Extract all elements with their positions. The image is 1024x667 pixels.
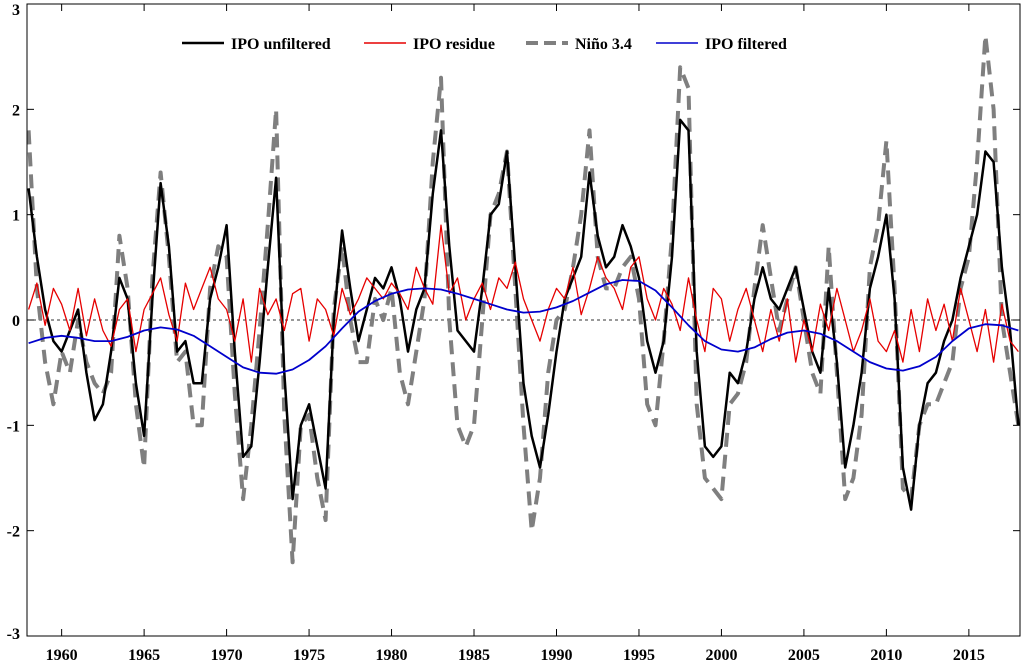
plot-background xyxy=(27,4,1020,636)
series-line-ipo-unfiltered xyxy=(27,118,1020,511)
legend-label: Niño 3.4 xyxy=(575,36,632,53)
x-axis: 1960 1965 1970 1975 1980 1985 1990 1995 2000 2005… xyxy=(46,4,985,664)
y-tick-label: -2 xyxy=(7,524,20,541)
x-tick-label: 1985 xyxy=(458,647,490,664)
x-tick-label: 1995 xyxy=(623,647,655,664)
legend-label: IPO unfiltered xyxy=(231,36,331,53)
legend-label: IPO residue xyxy=(413,36,495,53)
x-tick-label: 1960 xyxy=(46,647,78,664)
y-tick-label: -3 xyxy=(7,626,20,643)
x-tick-label: 1980 xyxy=(376,647,408,664)
x-tick-label: 2015 xyxy=(953,647,985,664)
y-axis: -3 -2 -1 0 1 2 3 xyxy=(7,2,1020,643)
x-tick-label: 2010 xyxy=(870,647,902,664)
series-lines xyxy=(27,33,1020,565)
legend: IPO unfiltered IPO residue Niño 3.4 IPO fil… xyxy=(182,36,787,53)
x-tick-label: 1970 xyxy=(211,647,243,664)
x-tick-label: 1990 xyxy=(540,647,572,664)
y-tick-label: 3 xyxy=(12,2,20,19)
y-tick-label: 2 xyxy=(12,102,20,119)
series-line-ni-o-3-4 xyxy=(27,33,1020,565)
y-tick-label: 1 xyxy=(12,208,20,225)
y-tick-label: -1 xyxy=(7,418,20,435)
x-tick-label: 2005 xyxy=(788,647,820,664)
series-line-ipo-filtered xyxy=(28,279,1019,375)
x-tick-label: 1975 xyxy=(293,647,325,664)
legend-label: IPO filtered xyxy=(705,36,787,53)
x-tick-label: 1965 xyxy=(128,647,160,664)
x-tick-label: 2000 xyxy=(705,647,737,664)
y-tick-label: 0 xyxy=(12,313,20,330)
